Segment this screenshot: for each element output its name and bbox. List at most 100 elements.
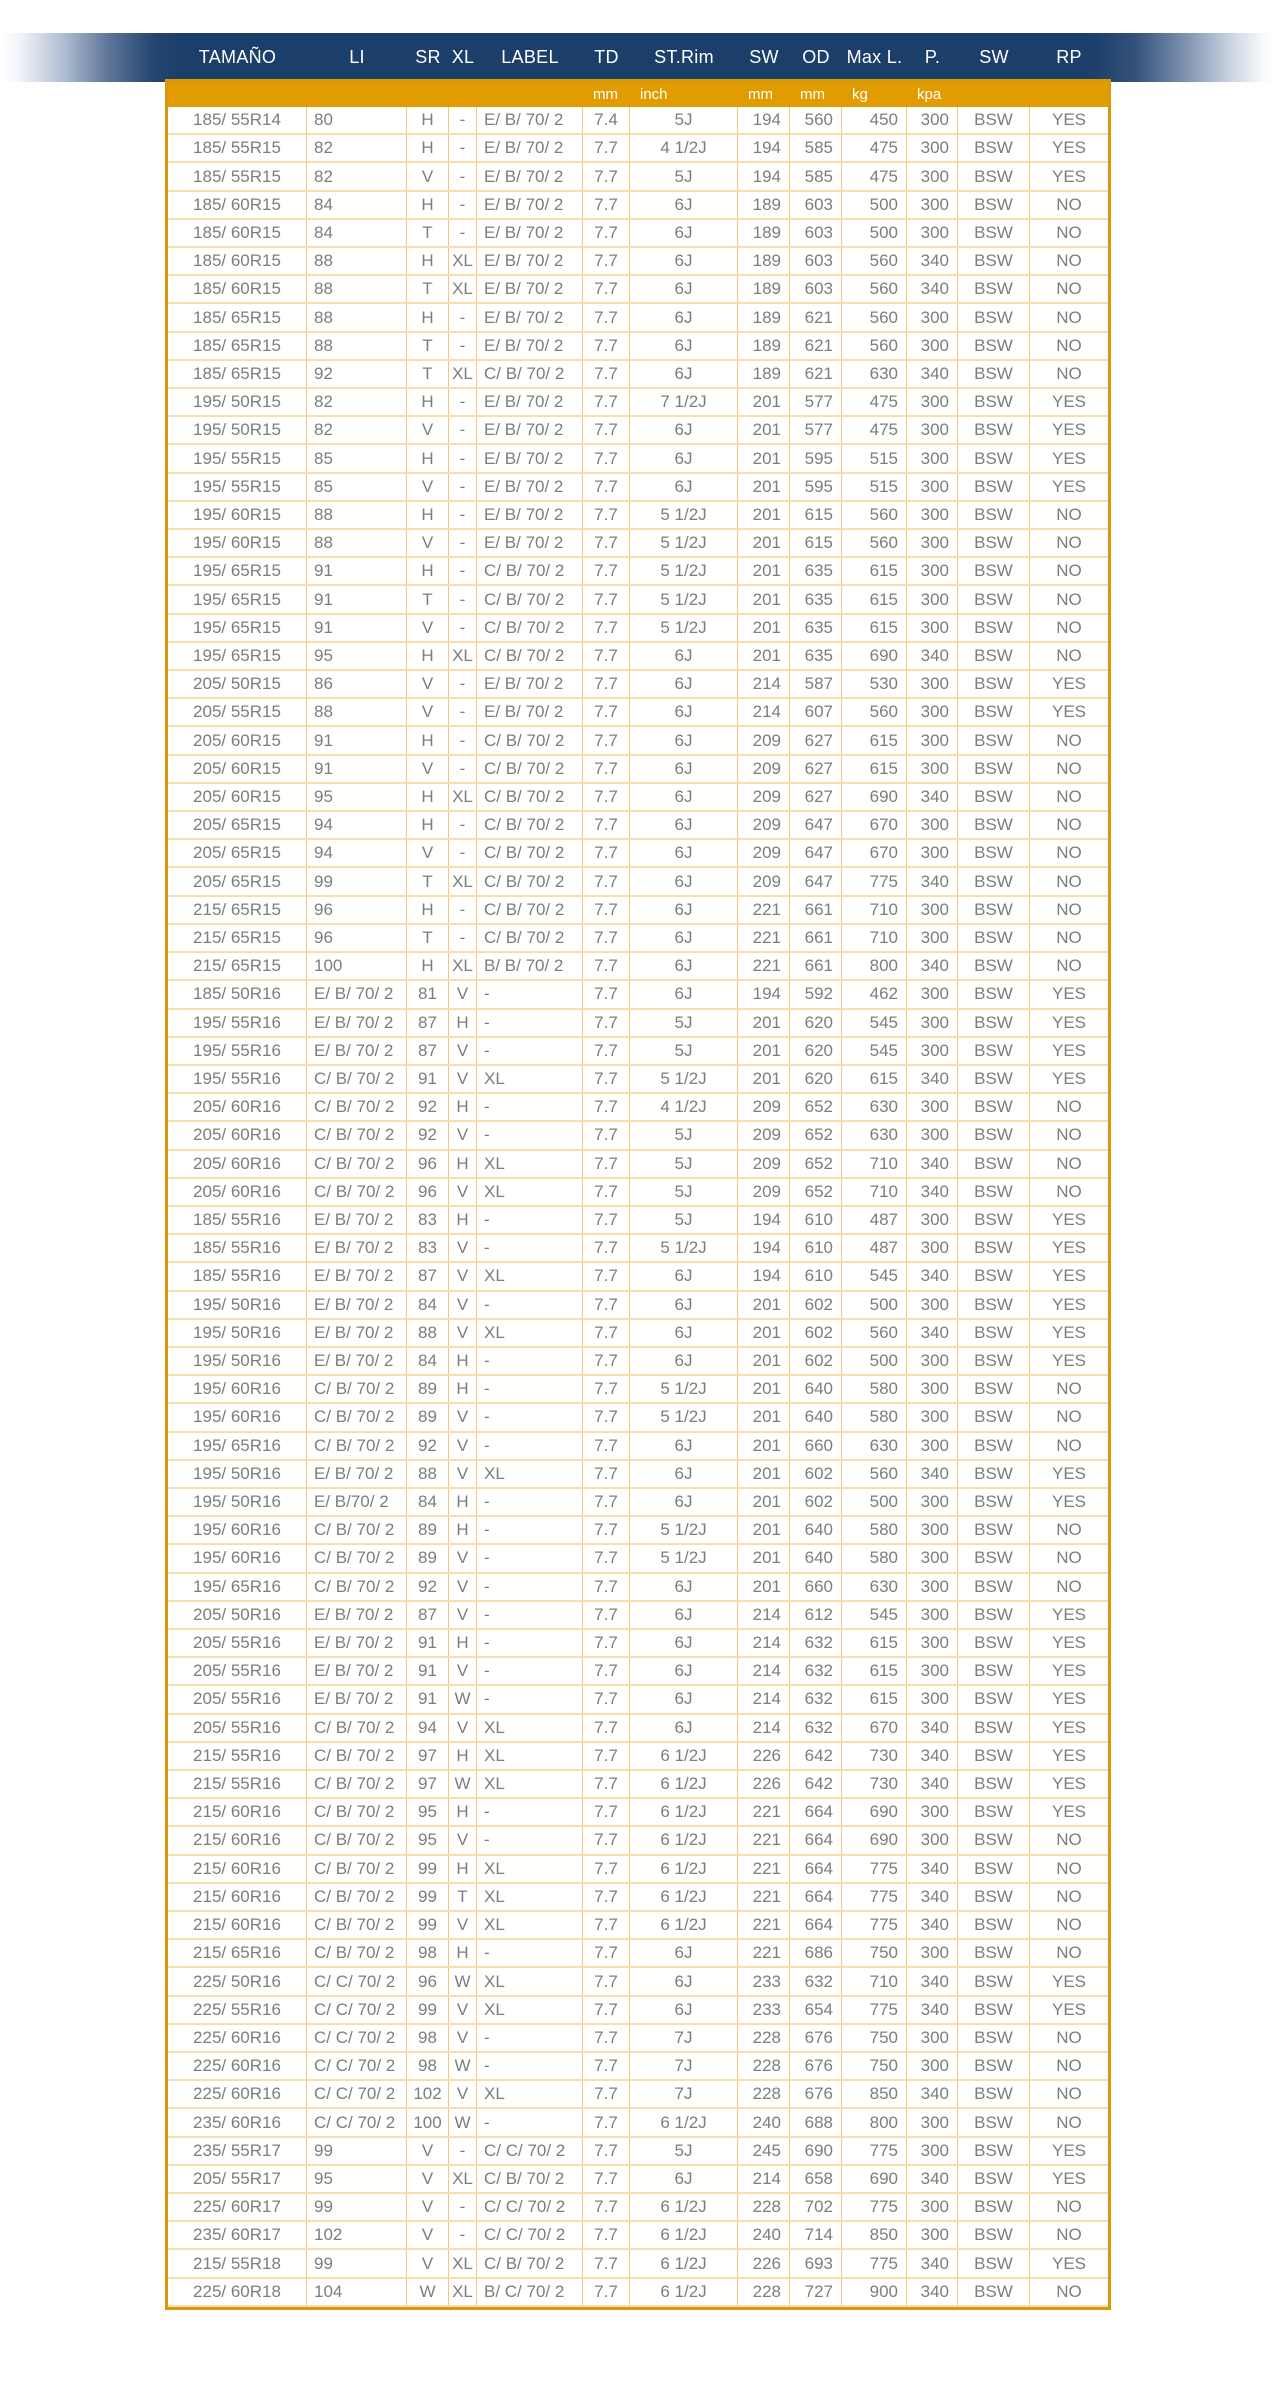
table-cell: C/ B/ 70/ 2 [307, 1432, 407, 1459]
table-cell: 7.7 [583, 501, 630, 529]
table-cell: 7.7 [583, 1883, 630, 1910]
table-cell: - [477, 2109, 583, 2136]
table-cell: 221 [738, 953, 790, 980]
table-cell: BSW [958, 332, 1030, 359]
table-cell: C/ B/ 70/ 2 [307, 1855, 407, 1882]
table-row: 195/ 55R15 85 H - E/ B/ 70/ 2 7.7 6J 201 595 515 3… [168, 445, 1108, 474]
table-cell: 560 [842, 248, 907, 275]
table-cell: 6J [630, 783, 738, 811]
table-cell: 690 [842, 783, 907, 811]
table-cell: NO [1056, 533, 1082, 553]
table-cell: 7.7 [583, 558, 630, 585]
table-cell: 221 [738, 1940, 790, 1967]
table-row: 215/ 60R16 C/ B/ 70/ 2 95 H -7.7 6 1/2J 221 664… [168, 1799, 1108, 1828]
table-cell: 7 1/2J [630, 389, 738, 416]
table-cell: 215/ 65R16 [168, 1940, 307, 1967]
table-cell: 750 [842, 1940, 907, 1967]
table-cell: 7.7 [583, 163, 630, 190]
table-cell: 209 [738, 868, 790, 895]
table-row: 215/ 55R16 C/ B/ 70/ 2 97 H XL 7.7 6 1/2J 226 64… [168, 1742, 1108, 1771]
table-cell: 340 [907, 2278, 958, 2305]
table-cell: 6 1/2J [630, 2109, 738, 2136]
table-cell: - [477, 1686, 583, 1713]
table-cell: NO [1056, 1830, 1082, 1850]
table-cell: 201 [738, 501, 790, 529]
table-cell: E/ B/ 70/ 2 [307, 1347, 407, 1375]
table-row: 195/ 60R16 C/ B/ 70/ 2 89 H -7.7 5 1/2J 201 640… [168, 1517, 1108, 1546]
table-cell: 6J [630, 1968, 738, 1995]
table-cell: 195/ 60R15 [168, 501, 307, 529]
table-cell: YES [1051, 1040, 1087, 1060]
table-cell: 185/ 55R16 [168, 1263, 307, 1290]
table-cell: 612 [790, 1601, 842, 1628]
table-cell: 201 [738, 1432, 790, 1459]
table-cell: 621 [790, 332, 842, 359]
table-cell: NO [1056, 815, 1082, 835]
table-cell: - [449, 304, 477, 331]
table-cell: W [449, 2053, 477, 2080]
table-cell: 195/ 50R16 [168, 1347, 307, 1375]
table-cell: 300 [907, 981, 958, 1008]
table-cell: YES [1051, 1717, 1087, 1737]
table-cell: 300 [907, 2024, 958, 2052]
table-cell: 300 [907, 2137, 958, 2164]
table-cell: 214 [738, 1629, 790, 1657]
table-cell: 205/ 55R16 [168, 1686, 307, 1713]
table-cell: 201 [738, 389, 790, 416]
column-header: Max L. [846, 47, 903, 67]
table-cell: 245 [738, 2137, 790, 2164]
table-cell: 5 1/2J [630, 530, 738, 557]
table-cell: 652 [790, 1150, 842, 1177]
table-cell: 647 [790, 840, 842, 867]
table-cell: 7.7 [583, 1912, 630, 1939]
table-cell: 340 [907, 1912, 958, 1939]
table-cell: 5 1/2J [630, 501, 738, 529]
table-row: 195/ 50R16 E/ B/ 70/ 2 84 V -7.7 6J 201 602 500 3… [168, 1291, 1108, 1320]
table-row: 195/ 60R16 C/ B/ 70/ 2 89 V -7.7 5 1/2J 201 640… [168, 1404, 1108, 1433]
table-cell: H [407, 389, 449, 416]
table-cell: XL [449, 783, 477, 811]
table-cell: C/ B/ 70/ 2 [307, 1742, 407, 1769]
table-cell: 603 [790, 219, 842, 247]
table-cell: 7.7 [583, 783, 630, 811]
table-cell: C/ C/ 70/ 2 [477, 2194, 583, 2221]
table-cell: 221 [738, 924, 790, 952]
table-cell: H [407, 248, 449, 275]
table-row: 215/ 65R15 96 T - C/ B/ 70/ 2 7.7 6J 221 661 710 3… [168, 924, 1108, 954]
table-cell: C/ B/ 70/ 2 [307, 1883, 407, 1910]
table-cell: 7.7 [583, 1714, 630, 1741]
table-cell: 300 [907, 417, 958, 444]
table-cell: 560 [842, 276, 907, 303]
table-cell: 661 [790, 953, 842, 980]
table-cell: 235/ 60R17 [168, 2222, 307, 2249]
table-row: 205/ 60R15 91 H - C/ B/ 70/ 2 7.7 6J 209 627 615 3… [168, 727, 1108, 756]
table-cell: 615 [842, 1658, 907, 1685]
table-cell: 300 [907, 671, 958, 698]
table-cell: 7.7 [583, 1291, 630, 1318]
table-cell: 7.7 [583, 981, 630, 1008]
table-cell: NO [1056, 2027, 1082, 2047]
table-cell: 194 [738, 163, 790, 190]
table-cell: 7.7 [583, 248, 630, 275]
table-cell: NO [1056, 758, 1082, 778]
table-cell: 300 [907, 2053, 958, 2080]
table-cell: 228 [738, 2194, 790, 2221]
table-cell: 652 [790, 1122, 842, 1149]
table-cell: 98 [407, 1940, 449, 1967]
table-cell: 195/ 50R15 [168, 389, 307, 416]
column-header: SR [415, 47, 441, 67]
table-cell: 450 [842, 107, 907, 134]
table-cell: 6J [630, 1319, 738, 1346]
table-cell: 300 [907, 1432, 958, 1459]
table-cell: 670 [842, 812, 907, 839]
table-cell: 80 [307, 107, 407, 134]
table-cell: 615 [842, 755, 907, 782]
table-cell: 84 [407, 1291, 449, 1318]
table-cell: 7.7 [583, 1799, 630, 1826]
table-cell: 91 [307, 755, 407, 782]
table-cell: 201 [738, 1009, 790, 1036]
table-cell: 185/ 55R16 [168, 1235, 307, 1262]
table-cell: 88 [407, 1460, 449, 1487]
table-cell: 340 [907, 1968, 958, 1995]
table-cell: 610 [790, 1206, 842, 1234]
